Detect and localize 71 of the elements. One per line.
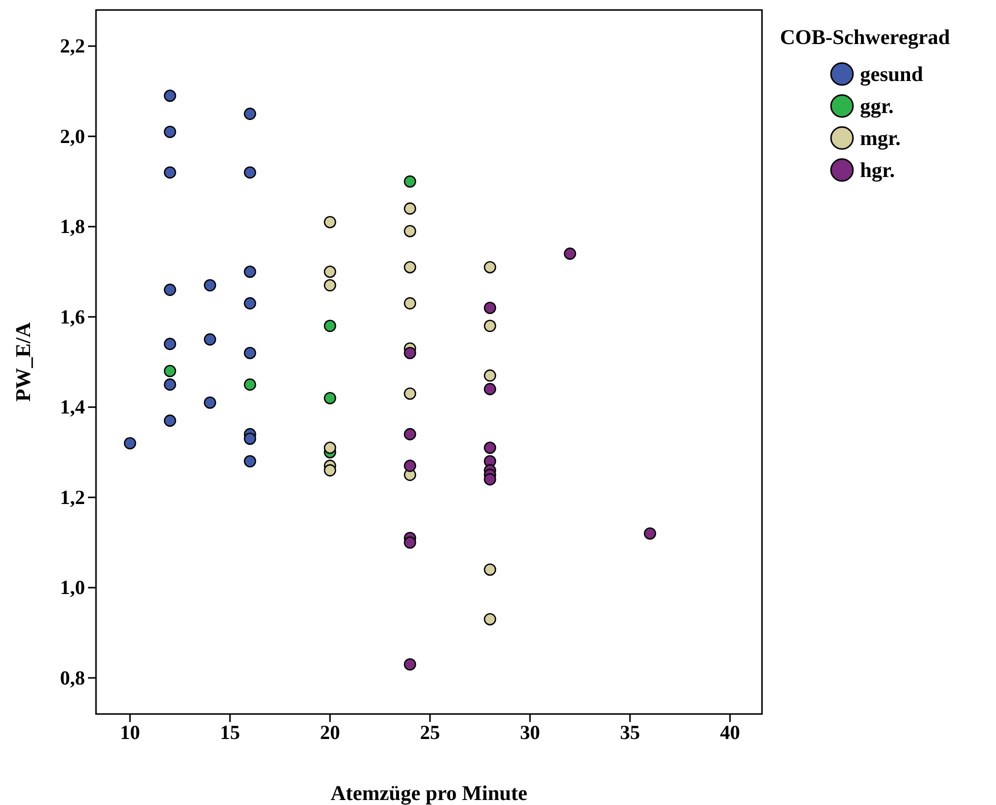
point [324, 320, 336, 332]
point [484, 302, 496, 314]
point [204, 279, 216, 292]
point [324, 464, 336, 476]
point [244, 378, 256, 391]
point [164, 378, 176, 391]
point [404, 658, 416, 670]
point [244, 108, 256, 120]
point [404, 261, 416, 274]
legend-label: mgr. [860, 126, 901, 150]
point [164, 414, 176, 427]
y-tick-label: 2,2 [60, 36, 85, 58]
y-tick-label: 1,0 [60, 577, 85, 600]
x-tick-label: 25 [420, 722, 440, 744]
point [324, 392, 336, 404]
x-tick-label: 15 [220, 722, 240, 744]
point [244, 455, 256, 468]
point [164, 364, 176, 378]
x-tick-label: 10 [120, 722, 140, 744]
point [644, 527, 656, 540]
x-tick-label: 40 [720, 722, 740, 744]
point [404, 387, 416, 400]
x-tick-label: 30 [520, 722, 540, 744]
point [324, 279, 336, 292]
point [164, 166, 176, 179]
point [484, 563, 496, 576]
point [164, 90, 176, 102]
point [404, 202, 416, 215]
point [404, 460, 416, 472]
point [564, 248, 576, 260]
point [204, 396, 216, 409]
point [244, 346, 256, 360]
point [484, 261, 496, 274]
y-tick-label: 2,0 [60, 126, 85, 148]
point [484, 320, 496, 332]
point [484, 369, 496, 382]
point [324, 442, 336, 454]
point [244, 297, 256, 310]
x-tick-label: 35 [620, 722, 640, 744]
point [324, 266, 336, 278]
y-tick-label: 1,2 [60, 486, 85, 509]
x-tick-label: 20 [320, 722, 340, 744]
point [404, 224, 416, 238]
point [404, 428, 416, 440]
point [244, 432, 256, 445]
legend-label: ggr. [860, 94, 894, 118]
point [204, 333, 216, 346]
y-tick-label: 1,6 [60, 306, 85, 328]
point [484, 473, 496, 486]
x-axis-title: Atemzüge pro Minute [330, 781, 528, 805]
point [404, 346, 416, 360]
y-axis-title: PW_E/A [11, 322, 35, 402]
legend-label: gesund [860, 62, 924, 86]
y-tick-label: 1,8 [60, 216, 85, 238]
point [124, 437, 136, 450]
point [484, 382, 496, 396]
legend-label: hgr. [860, 158, 895, 182]
point [484, 442, 496, 454]
point [244, 166, 256, 179]
point [244, 266, 256, 278]
point [484, 613, 496, 626]
point [324, 216, 336, 228]
y-tick-label: 1,4 [60, 396, 85, 419]
point [404, 175, 416, 188]
point [164, 338, 176, 350]
legend-title: COB-Schweregrad [780, 25, 950, 49]
point [164, 126, 176, 138]
point [164, 284, 176, 296]
point [404, 297, 416, 310]
point [404, 536, 416, 549]
y-tick-label: 0,8 [60, 667, 85, 690]
